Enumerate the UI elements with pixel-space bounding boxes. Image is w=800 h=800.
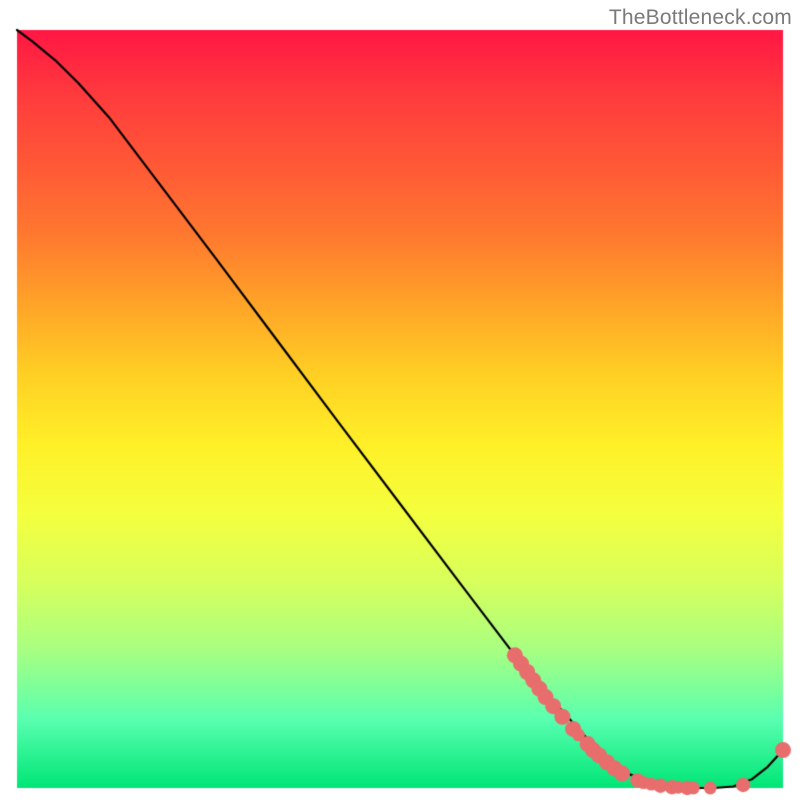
watermark-text: TheBottleneck.com bbox=[609, 6, 792, 30]
chart-container: TheBottleneck.com bbox=[0, 0, 800, 800]
bottleneck-chart bbox=[0, 0, 800, 800]
